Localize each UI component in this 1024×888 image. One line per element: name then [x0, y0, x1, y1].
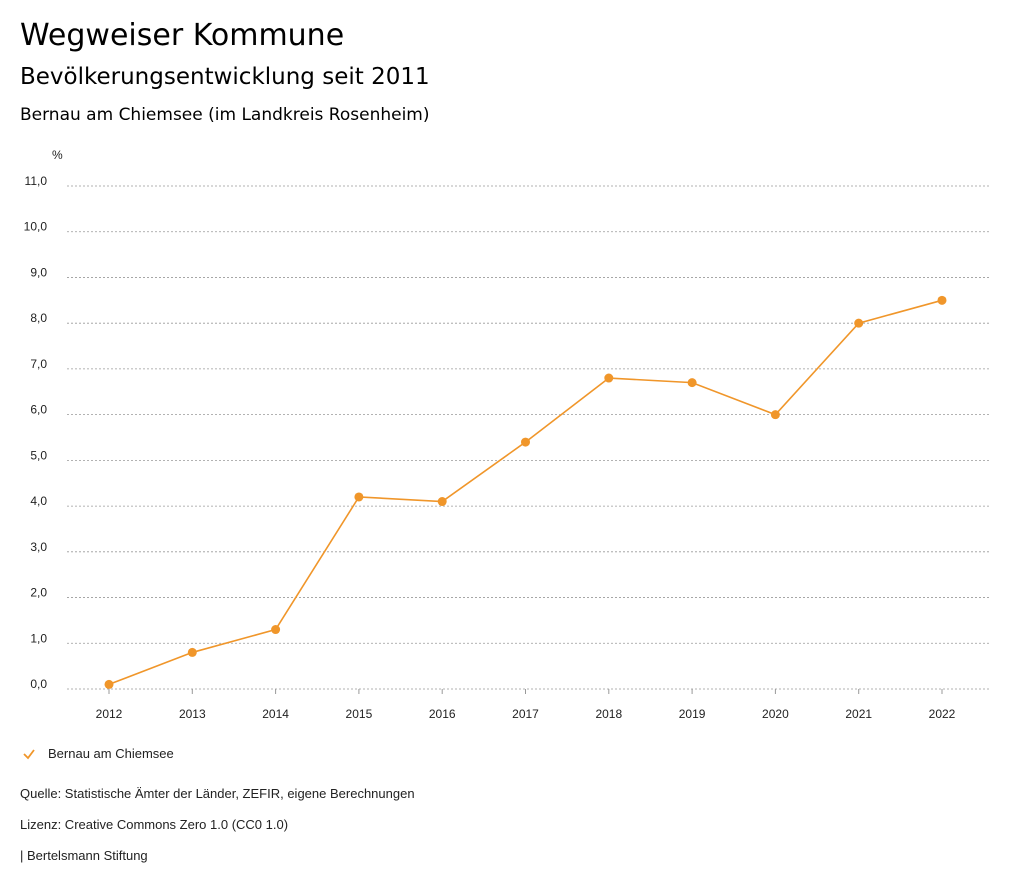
x-tick-label: 2018	[595, 707, 622, 721]
legend-item[interactable]: Bernau am Chiemsee	[22, 746, 174, 761]
x-tick-label: 2014	[262, 707, 289, 721]
x-tick-label: 2013	[179, 707, 206, 721]
data-point[interactable]	[104, 679, 114, 689]
x-tick-label: 2022	[929, 707, 956, 721]
x-tick-label: 2017	[512, 707, 539, 721]
y-tick-label: 1,0	[30, 631, 47, 645]
data-point[interactable]	[271, 625, 281, 635]
x-tick-label: 2016	[429, 707, 456, 721]
data-point[interactable]	[854, 318, 864, 328]
data-point[interactable]	[604, 373, 614, 383]
location-title: Bernau am Chiemsee (im Landkreis Rosenhe…	[20, 105, 430, 125]
y-tick-label: 3,0	[30, 540, 47, 554]
data-point[interactable]	[937, 295, 947, 305]
chart-title: Bevölkerungsentwicklung seit 2011	[20, 64, 430, 90]
y-tick-label: 9,0	[30, 265, 47, 279]
data-point[interactable]	[770, 410, 780, 420]
y-tick-label: 10,0	[24, 220, 48, 234]
source-note: Quelle: Statistische Ämter der Länder, Z…	[20, 786, 415, 801]
x-tick-label: 2021	[845, 707, 872, 721]
y-tick-label: 11,0	[25, 174, 48, 188]
y-tick-label: 0,0	[30, 677, 47, 691]
x-tick-label: 2019	[679, 707, 706, 721]
x-tick-label: 2020	[762, 707, 789, 721]
check-icon	[23, 748, 35, 759]
y-tick-label: 2,0	[30, 586, 47, 600]
y-tick-label: 6,0	[30, 403, 47, 417]
data-point[interactable]	[354, 492, 364, 502]
y-tick-label: 5,0	[30, 448, 47, 462]
x-tick-label: 2015	[346, 707, 373, 721]
y-tick-label: 8,0	[30, 311, 47, 325]
y-tick-label: 4,0	[30, 494, 47, 508]
y-axis-label: %	[52, 148, 63, 162]
x-tick-label: 2012	[96, 707, 123, 721]
data-point[interactable]	[187, 647, 197, 657]
publisher-note: | Bertelsmann Stiftung	[20, 848, 148, 863]
series-line	[108, 299, 943, 686]
data-point[interactable]	[437, 497, 447, 507]
y-tick-label: 7,0	[30, 357, 47, 371]
data-point[interactable]	[521, 437, 530, 447]
data-point[interactable]	[687, 378, 697, 388]
app-title: Wegweiser Kommune	[20, 18, 345, 53]
legend-label: Bernau am Chiemsee	[48, 746, 174, 761]
license-note: Lizenz: Creative Commons Zero 1.0 (CC0 1…	[20, 817, 289, 832]
